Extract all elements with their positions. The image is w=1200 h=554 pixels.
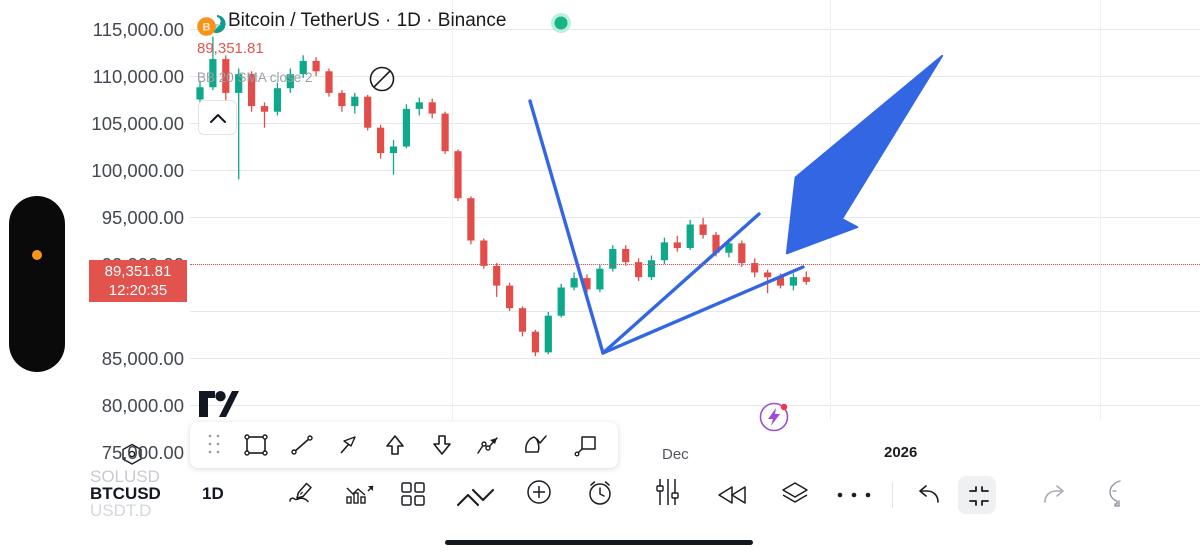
svg-text:B: B <box>203 22 211 34</box>
